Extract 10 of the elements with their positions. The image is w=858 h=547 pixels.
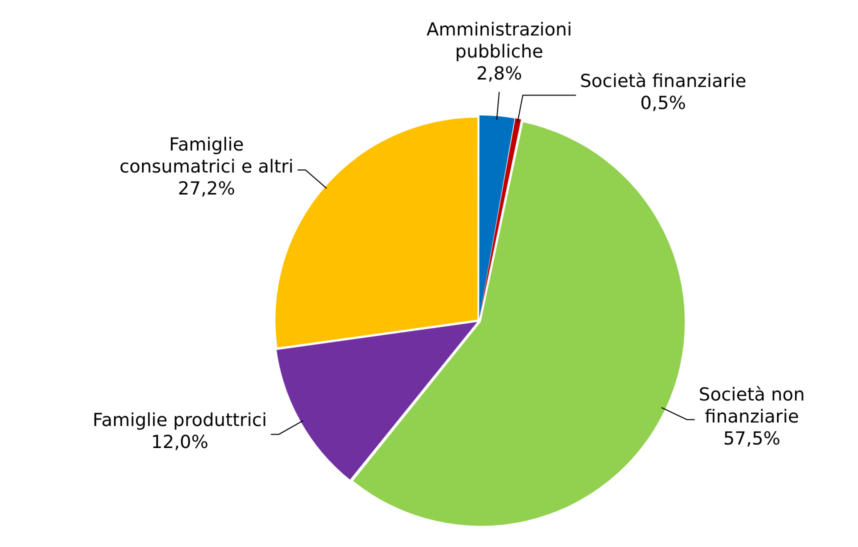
slice-label: Famiglie consumatrici e altri <box>119 134 294 178</box>
data-label: 12,0% <box>151 432 208 453</box>
data-label: 2,8% <box>476 64 522 85</box>
slice-label: Società non finanziarie <box>698 384 805 428</box>
data-label: 0,5% <box>640 92 686 114</box>
data-label: 27,2% <box>178 178 236 200</box>
slice-label: Società finanziarie <box>580 70 746 92</box>
slice-label: Famiglie produttrici <box>92 410 267 431</box>
data-label: 57,5% <box>723 428 780 450</box>
slice-label: Amministrazioni pubbliche <box>426 20 572 63</box>
